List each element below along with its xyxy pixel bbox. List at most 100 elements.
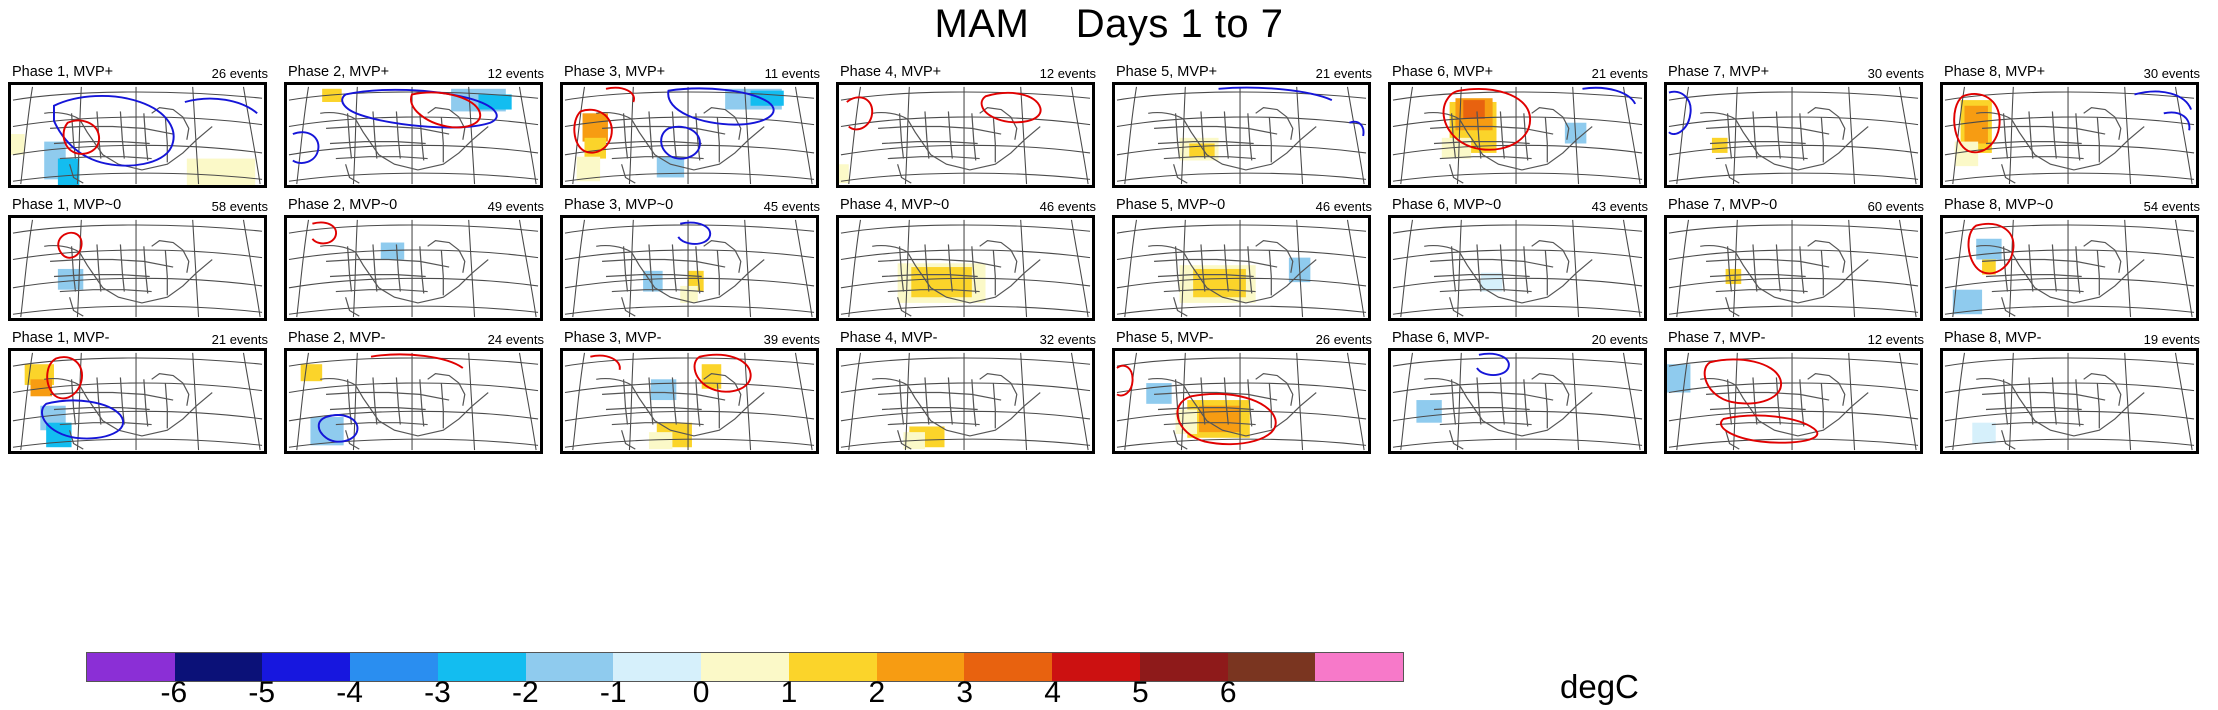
map-panel[interactable] xyxy=(836,215,1095,321)
panel-caption: Phase 8, MVP- 19 events xyxy=(1940,328,2202,348)
map-panel[interactable] xyxy=(1112,348,1371,454)
colorbar-swatch-0 xyxy=(87,653,175,681)
colorbar-swatch-12 xyxy=(1139,653,1228,681)
map-panel[interactable] xyxy=(8,82,267,188)
panel-phase-label: Phase 2, MVP- xyxy=(288,330,386,346)
map-panel[interactable] xyxy=(560,215,819,321)
panel-r1c2[interactable]: Phase 2, MVP+ 12 events xyxy=(284,62,546,190)
colorbar-tick-label: -4 xyxy=(336,676,363,709)
panel-r1c6[interactable]: Phase 6, MVP+ 21 events xyxy=(1388,62,1650,190)
panel-phase-label: Phase 3, MVP~0 xyxy=(564,197,674,213)
panel-events-label: 24 events xyxy=(487,332,544,347)
map-panel[interactable] xyxy=(8,215,267,321)
panel-r1c4[interactable]: Phase 4, MVP+ 12 events xyxy=(836,62,1098,190)
map-panel[interactable] xyxy=(1112,215,1371,321)
map-panel[interactable] xyxy=(836,82,1095,188)
panel-caption: Phase 7, MVP+ 30 events xyxy=(1664,62,1926,82)
panel-events-label: 21 events xyxy=(1591,66,1648,81)
map-panel[interactable] xyxy=(560,82,819,188)
colorbar-swatch-11 xyxy=(1052,653,1140,681)
panel-r3c3[interactable]: Phase 3, MVP- 39 events xyxy=(560,328,822,456)
panel-r1c3[interactable]: Phase 3, MVP+ 11 events xyxy=(560,62,822,190)
map-panel[interactable] xyxy=(284,82,543,188)
panel-phase-label: Phase 1, MVP- xyxy=(12,330,110,346)
panel-caption: Phase 4, MVP+ 12 events xyxy=(836,62,1098,82)
panel-events-label: 54 events xyxy=(2143,199,2200,214)
panel-r2c7[interactable]: Phase 7, MVP~0 60 events xyxy=(1664,195,1926,323)
panel-r2c1[interactable]: Phase 1, MVP~0 58 events xyxy=(8,195,270,323)
panel-events-label: 19 events xyxy=(2143,332,2200,347)
map-panel[interactable] xyxy=(1664,215,1923,321)
colorbar-tick-label: 0 xyxy=(692,676,710,709)
panel-events-label: 39 events xyxy=(763,332,820,347)
panel-phase-label: Phase 1, MVP+ xyxy=(12,64,114,80)
panel-r3c4[interactable]: Phase 4, MVP- 32 events xyxy=(836,328,1098,456)
panel-r2c4[interactable]: Phase 4, MVP~0 46 events xyxy=(836,195,1098,323)
panel-row-mvp-minus: Phase 1, MVP- 21 events xyxy=(8,328,2214,456)
map-panel[interactable] xyxy=(1388,348,1647,454)
panel-r2c8[interactable]: Phase 8, MVP~0 54 events xyxy=(1940,195,2202,323)
page-title: MAM Days 1 to 7 xyxy=(934,2,1284,46)
panel-phase-label: Phase 2, MVP~0 xyxy=(288,197,398,213)
panel-events-label: 43 events xyxy=(1591,199,1648,214)
panel-r3c1[interactable]: Phase 1, MVP- 21 events xyxy=(8,328,270,456)
panel-caption: Phase 1, MVP~0 58 events xyxy=(8,195,270,215)
panel-phase-label: Phase 6, MVP- xyxy=(1392,330,1490,346)
map-panel[interactable] xyxy=(1940,348,2199,454)
map-panel[interactable] xyxy=(1112,82,1371,188)
panel-events-label: 21 events xyxy=(211,332,268,347)
panel-events-label: 30 events xyxy=(1867,66,1924,81)
colorbar-tick-label: 2 xyxy=(868,676,886,709)
panel-grid: Phase 1, MVP+ 26 events xyxy=(8,62,2214,461)
map-panel[interactable] xyxy=(1664,82,1923,188)
colorbar-swatch-4 xyxy=(437,653,526,681)
map-panel[interactable] xyxy=(1664,348,1923,454)
colorbar-swatch-2 xyxy=(262,653,351,681)
panel-r3c8[interactable]: Phase 8, MVP- 19 events xyxy=(1940,328,2202,456)
colorbar-tick-label: 5 xyxy=(1132,676,1149,709)
panel-phase-label: Phase 5, MVP- xyxy=(1116,330,1214,346)
panel-r2c6[interactable]: Phase 6, MVP~0 43 events xyxy=(1388,195,1650,323)
panel-caption: Phase 5, MVP~0 46 events xyxy=(1112,195,1374,215)
panel-r3c7[interactable]: Phase 7, MVP- 12 events xyxy=(1664,328,1926,456)
map-panel[interactable] xyxy=(1940,215,2199,321)
panel-r3c5[interactable]: Phase 5, MVP- 26 events xyxy=(1112,328,1374,456)
panel-r2c5[interactable]: Phase 5, MVP~0 46 events xyxy=(1112,195,1374,323)
map-panel[interactable] xyxy=(836,348,1095,454)
panel-phase-label: Phase 1, MVP~0 xyxy=(12,197,122,213)
panel-r3c2[interactable]: Phase 2, MVP- 24 events xyxy=(284,328,546,456)
panel-r2c3[interactable]: Phase 3, MVP~0 45 events xyxy=(560,195,822,323)
panel-events-label: 26 events xyxy=(1315,332,1372,347)
map-panel[interactable] xyxy=(8,348,267,454)
map-panel[interactable] xyxy=(1388,82,1647,188)
colorbar-swatches xyxy=(86,652,1404,682)
colorbar-tick-label: -3 xyxy=(424,676,451,709)
colorbar-swatch-13 xyxy=(1227,653,1316,681)
panel-r1c5[interactable]: Phase 5, MVP+ 21 events xyxy=(1112,62,1374,190)
colorbar-tick-label: -5 xyxy=(248,676,276,709)
panel-r3c6[interactable]: Phase 6, MVP- 20 events xyxy=(1388,328,1650,456)
panel-caption: Phase 7, MVP- 12 events xyxy=(1664,328,1926,348)
panel-r2c2[interactable]: Phase 2, MVP~0 49 events xyxy=(284,195,546,323)
panel-r1c8[interactable]: Phase 8, MVP+ 30 events xyxy=(1940,62,2202,190)
colorbar-swatch-14 xyxy=(1315,653,1404,681)
panel-phase-label: Phase 5, MVP~0 xyxy=(1116,197,1226,213)
map-panel[interactable] xyxy=(560,348,819,454)
colorbar-swatch-7 xyxy=(701,653,789,681)
panel-caption: Phase 5, MVP+ 21 events xyxy=(1112,62,1374,82)
panel-caption: Phase 3, MVP+ 11 events xyxy=(560,62,822,82)
map-panel[interactable] xyxy=(284,348,543,454)
panel-events-label: 32 events xyxy=(1039,332,1096,347)
panel-r1c1[interactable]: Phase 1, MVP+ 26 events xyxy=(8,62,270,190)
map-panel[interactable] xyxy=(284,215,543,321)
colorbar-tick-label: 6 xyxy=(1219,676,1237,709)
colorbar-swatch-5 xyxy=(525,653,614,681)
map-panel[interactable] xyxy=(1940,82,2199,188)
panel-events-label: 12 events xyxy=(1039,66,1096,81)
panel-phase-label: Phase 6, MVP~0 xyxy=(1392,197,1502,213)
panel-r1c7[interactable]: Phase 7, MVP+ 30 events xyxy=(1664,62,1926,190)
panel-caption: Phase 3, MVP- 39 events xyxy=(560,328,822,348)
panel-phase-label: Phase 8, MVP+ xyxy=(1944,64,2046,80)
map-panel[interactable] xyxy=(1388,215,1647,321)
